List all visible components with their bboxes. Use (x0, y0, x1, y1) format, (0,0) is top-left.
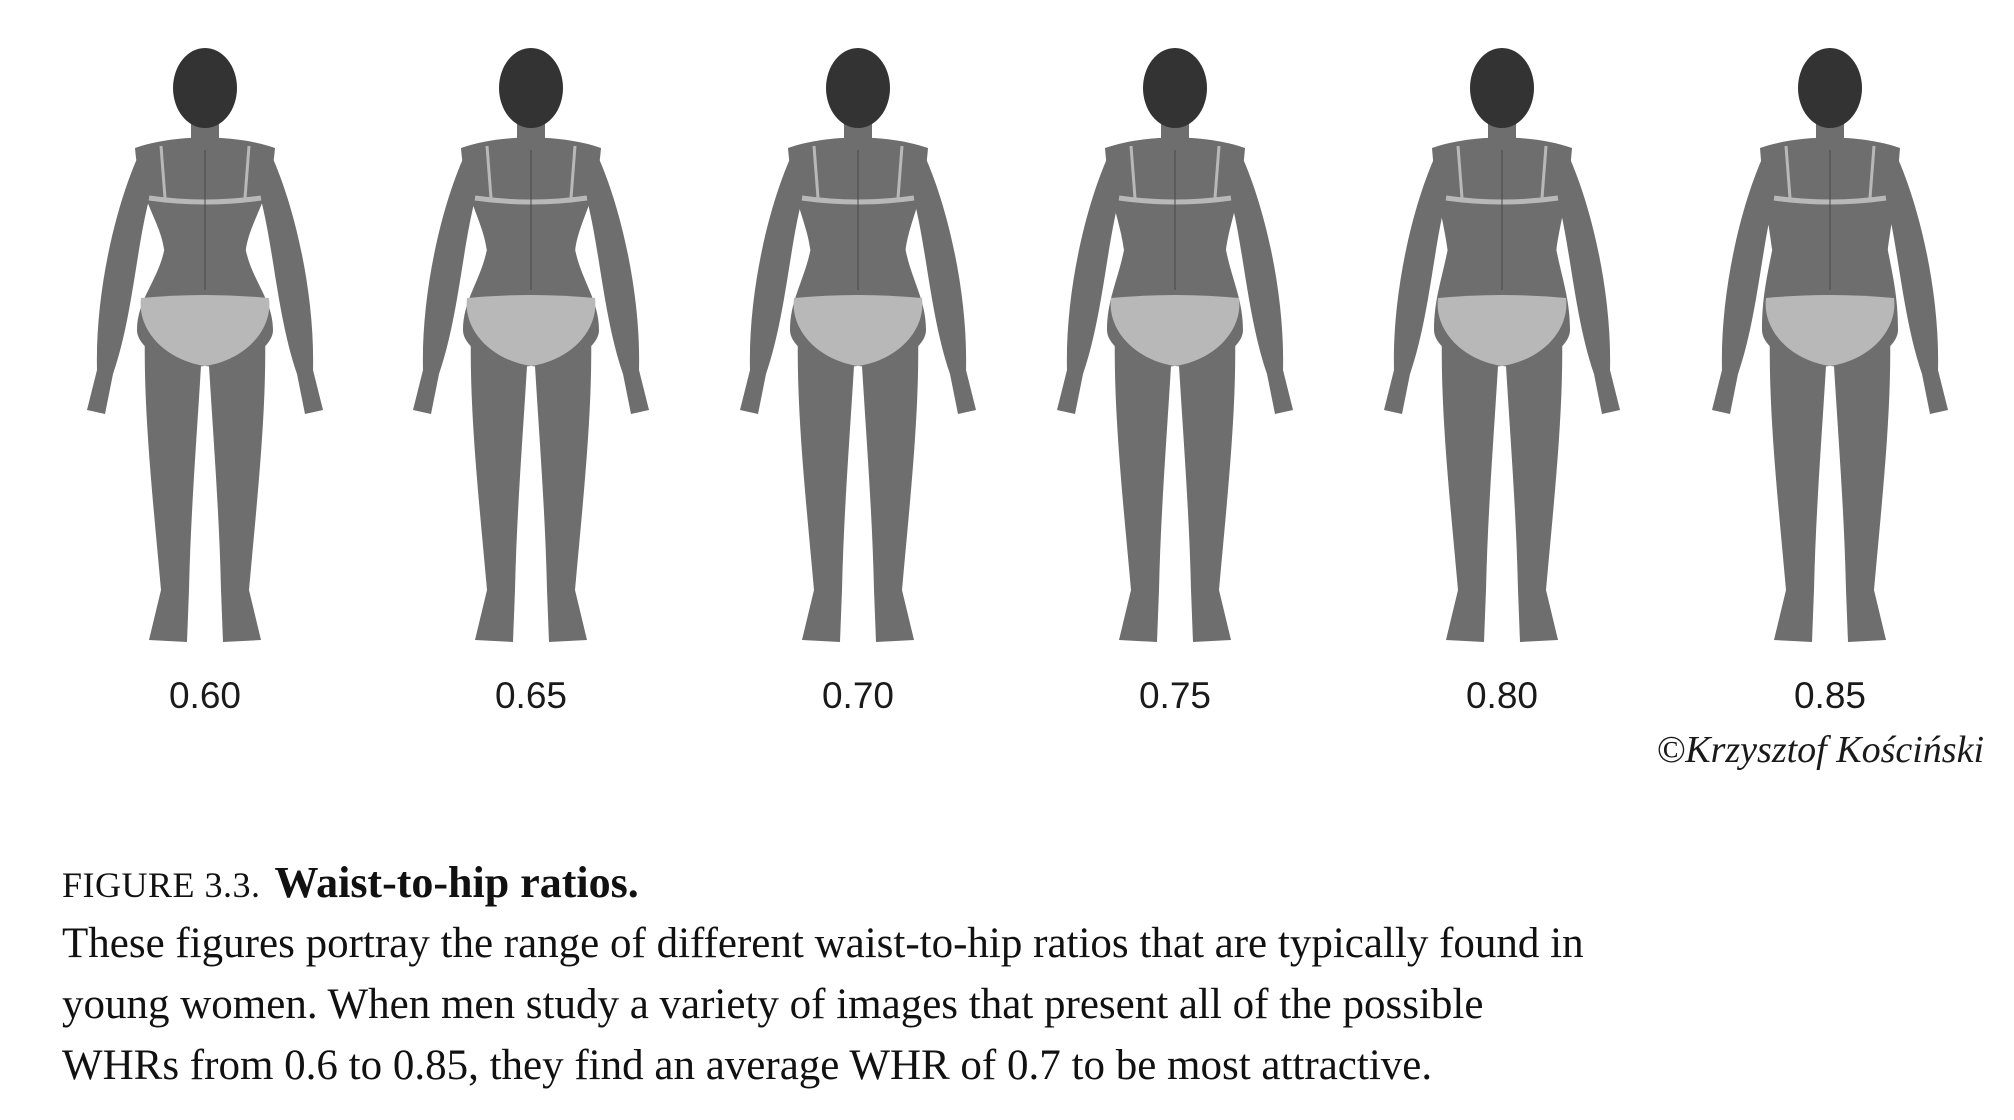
ratio-label-4: 0.75 (1138, 675, 1211, 716)
bra-strap-left (1784, 145, 1792, 199)
hair (499, 48, 563, 128)
body-silhouette-2 (413, 48, 649, 642)
left-leg (470, 330, 529, 642)
hair (826, 48, 890, 128)
body-figure-1: 0.60 (45, 30, 365, 730)
body-figure-5: 0.80 (1342, 30, 1662, 730)
left-arm (740, 150, 808, 414)
ratio-label-6: 0.85 (1793, 675, 1866, 716)
body-silhouette-4 (1057, 48, 1293, 642)
body-figure-6: 0.85 (1670, 30, 1990, 730)
bra-strap-left (485, 145, 493, 199)
left-arm (1712, 150, 1780, 414)
right-leg (1177, 330, 1236, 642)
right-arm (1552, 150, 1620, 414)
caption-line-1: These figures portray the range of diffe… (62, 920, 1584, 967)
body-figure-2: 0.65 (371, 30, 691, 730)
left-leg (1114, 330, 1173, 642)
body-figure-3: 0.70 (698, 30, 1018, 730)
right-arm (581, 150, 649, 414)
caption-line-3: WHRs from 0.6 to 0.85, they find an aver… (62, 1042, 1433, 1089)
figure-caption: FIGURE 3.3. Waist-to-hip ratios. These fi… (62, 855, 1982, 1096)
hair (1798, 48, 1862, 128)
copyright-credit: ©Krzysztof Kościński (1656, 729, 1984, 771)
body-silhouette-3 (740, 48, 976, 642)
left-arm (87, 150, 155, 414)
underwear (466, 295, 596, 366)
body-figure-4: 0.75 (1015, 30, 1335, 730)
figure-title: Waist-to-hip ratios. (274, 858, 639, 907)
left-leg (144, 330, 203, 642)
right-leg (860, 330, 919, 642)
underwear (140, 295, 270, 366)
caption-line-2: young women. When men study a variety of… (62, 981, 1484, 1028)
left-arm (413, 150, 481, 414)
right-arm (1225, 150, 1293, 414)
ratio-label-3: 0.70 (821, 675, 894, 716)
bra-strap-left (1129, 145, 1137, 199)
underwear (793, 295, 923, 366)
figure-number: FIGURE 3.3. (62, 865, 261, 905)
right-leg (533, 330, 592, 642)
caption-heading: FIGURE 3.3. Waist-to-hip ratios. (62, 855, 1982, 913)
body-silhouette-5 (1384, 48, 1620, 642)
underwear (1765, 295, 1895, 366)
body-silhouette-1 (87, 48, 323, 642)
hair (1470, 48, 1534, 128)
figure-illustrations: 0.60 0.65 0.70 0.75 0.80 0.85 (0, 30, 2014, 730)
body-silhouette-6 (1712, 48, 1948, 642)
ratio-label-5: 0.80 (1465, 675, 1538, 716)
bra-strap-right (569, 145, 577, 199)
bra-strap-left (812, 145, 820, 199)
bra-strap-left (159, 145, 167, 199)
left-arm (1384, 150, 1452, 414)
bra-strap-left (1456, 145, 1464, 199)
left-arm (1057, 150, 1125, 414)
bra-strap-right (243, 145, 251, 199)
bra-strap-right (1868, 145, 1876, 199)
right-leg (1832, 330, 1891, 642)
left-leg (797, 330, 856, 642)
underwear (1110, 295, 1240, 366)
hair (1143, 48, 1207, 128)
bra-strap-right (1213, 145, 1221, 199)
right-leg (207, 330, 266, 642)
ratio-label-1: 0.60 (168, 675, 241, 716)
ratio-label-2: 0.65 (494, 675, 567, 716)
right-leg (1504, 330, 1563, 642)
right-arm (908, 150, 976, 414)
bra-strap-right (1540, 145, 1548, 199)
right-arm (1880, 150, 1948, 414)
hair (173, 48, 237, 128)
underwear (1437, 295, 1567, 366)
left-leg (1441, 330, 1500, 642)
left-leg (1769, 330, 1828, 642)
right-arm (255, 150, 323, 414)
bra-strap-right (896, 145, 904, 199)
